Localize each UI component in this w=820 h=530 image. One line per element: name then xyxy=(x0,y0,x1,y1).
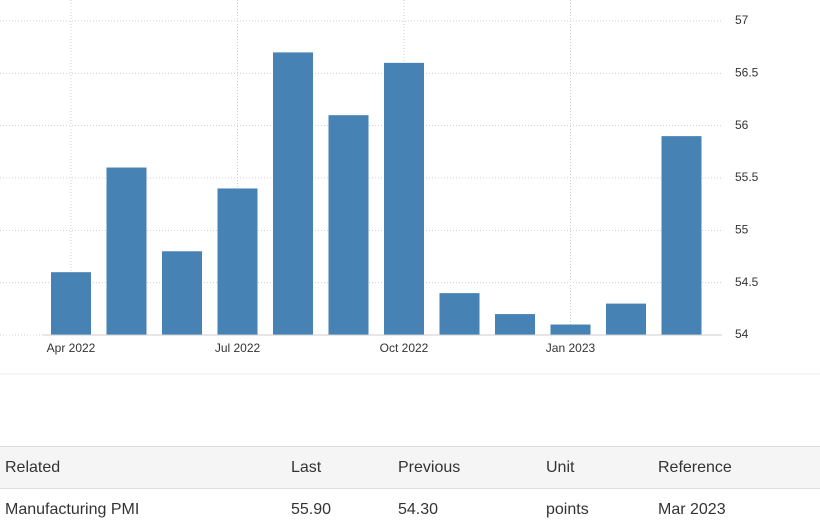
table-cell: Manufacturing PMI xyxy=(5,501,140,518)
bar xyxy=(51,272,91,335)
y-tick-label: 54 xyxy=(735,327,749,341)
table-cell: points xyxy=(546,501,589,518)
table-cell: Last xyxy=(291,459,322,476)
bar xyxy=(273,52,313,336)
bar xyxy=(661,136,702,335)
y-tick-label: 54.5 xyxy=(735,275,759,289)
chart: 54 54.5 55 55.5 56 56.5 57 Apr 2022 Jul 2022 Oct … xyxy=(0,0,820,375)
y-tick-label: 56 xyxy=(735,118,749,132)
x-tick-label: Apr 2022 xyxy=(47,341,96,355)
bar xyxy=(384,62,424,335)
table-cell: Unit xyxy=(546,459,575,476)
bar xyxy=(328,115,369,335)
related-table: Related Last Previous Unit Reference Manufac… xyxy=(0,446,820,530)
bar xyxy=(550,324,591,335)
table-cell: Mar 2023 xyxy=(658,501,726,518)
bar xyxy=(162,251,202,335)
y-tick-label: 56.5 xyxy=(735,66,759,80)
bar xyxy=(217,188,258,335)
x-tick-label: Jan 2023 xyxy=(546,341,596,355)
table-cell: Previous xyxy=(398,459,461,476)
x-tick-label: Jul 2022 xyxy=(215,341,261,355)
table-row: Manufacturing PMI 55.90 54.30 points Mar 202… xyxy=(0,489,820,530)
y-tick-label: 57 xyxy=(735,13,749,27)
table-cell: 54.30 xyxy=(398,501,439,518)
bar xyxy=(106,167,147,335)
table-cell: Related xyxy=(5,459,61,476)
table-cell: Reference xyxy=(658,459,732,476)
bar xyxy=(439,293,480,335)
table-header: Related Last Previous Unit Reference xyxy=(0,446,820,489)
bar xyxy=(495,314,535,335)
bar xyxy=(606,303,646,335)
y-tick-label: 55 xyxy=(735,223,749,237)
y-tick-label: 55.5 xyxy=(735,170,759,184)
x-tick-label: Oct 2022 xyxy=(380,341,429,355)
table-cell: 55.90 xyxy=(291,501,332,518)
